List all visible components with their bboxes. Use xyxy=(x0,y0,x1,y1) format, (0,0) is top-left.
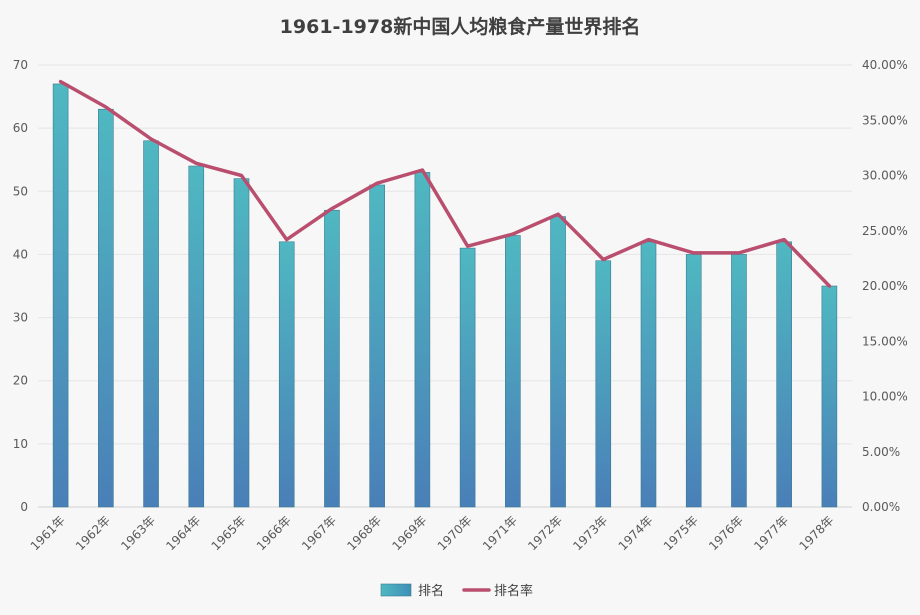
x-tick-label: 1975年 xyxy=(661,513,701,553)
bar xyxy=(505,235,521,508)
line-series xyxy=(58,79,832,288)
y-right-tick-label: 15.00% xyxy=(862,334,908,348)
x-tick-label: 1966年 xyxy=(254,513,294,553)
bar xyxy=(414,172,431,508)
chart-title: 1961-1978新中国人均粮食产量世界排名 xyxy=(280,15,641,38)
y-left-tick-label: 20 xyxy=(13,374,28,388)
series-line-rank-rate xyxy=(58,79,832,288)
x-tick-label: 1978年 xyxy=(797,513,837,553)
bar xyxy=(188,165,205,508)
y-right-tick-label: 20.00% xyxy=(862,279,908,293)
x-tick-label: 1967年 xyxy=(299,513,339,553)
bar xyxy=(550,216,566,508)
bar xyxy=(143,140,159,508)
bar xyxy=(233,178,250,508)
y-right-tick-label: 30.00% xyxy=(862,169,908,183)
bar xyxy=(52,83,69,508)
bar xyxy=(821,285,838,508)
bar xyxy=(640,241,657,508)
y-left-tick-label: 40 xyxy=(13,247,28,261)
y-left-tick-label: 60 xyxy=(13,121,28,135)
x-tick-label: 1972年 xyxy=(525,513,565,553)
bar xyxy=(685,254,702,508)
x-tick-label: 1977年 xyxy=(751,513,791,553)
legend-label-bar: 排名 xyxy=(418,583,444,599)
bar xyxy=(595,260,612,508)
y-left-tick-label: 10 xyxy=(13,437,28,451)
y-left-tick-label: 50 xyxy=(13,184,28,198)
x-tick-label: 1962年 xyxy=(73,513,113,553)
x-tick-label: 1973年 xyxy=(570,513,610,553)
y-right-tick-label: 5.00% xyxy=(862,445,900,459)
x-tick-label: 1964年 xyxy=(163,513,203,553)
x-tick-label: 1971年 xyxy=(480,513,520,553)
bar xyxy=(731,254,747,508)
x-tick-label: 1961年 xyxy=(28,513,68,553)
y-left-tick-label: 70 xyxy=(13,58,28,72)
bar xyxy=(278,241,295,508)
x-tick-label: 1970年 xyxy=(435,513,475,553)
legend-swatch-bar xyxy=(380,583,412,597)
y-axis-right: 0.00% 5.00% 10.00% 15.00% 20.00% 25.00% 30.00%… xyxy=(862,58,908,514)
y-right-tick-label: 25.00% xyxy=(862,224,908,238)
bar-series xyxy=(52,83,838,508)
bar xyxy=(98,108,114,508)
legend-label-line: 排名率 xyxy=(494,583,533,599)
x-tick-label: 1969年 xyxy=(390,513,430,553)
x-tick-label: 1968年 xyxy=(344,513,384,553)
grid-lines xyxy=(38,64,852,508)
x-tick-label: 1976年 xyxy=(706,513,746,553)
bar xyxy=(459,247,476,508)
legend: 排名 排名率 xyxy=(380,583,533,599)
x-tick-label: 1965年 xyxy=(209,513,249,553)
y-left-tick-label: 30 xyxy=(13,311,28,325)
y-right-tick-label: 35.00% xyxy=(862,113,908,127)
x-tick-label: 1974年 xyxy=(616,513,656,553)
bar xyxy=(369,184,385,508)
y-left-tick-label: 0 xyxy=(20,500,28,514)
x-axis: 1961年 1962年 1963年 1964年 1965年 1966年 1967年 1968年… xyxy=(28,513,837,553)
y-axis-left: 0 10 20 30 40 50 60 70 xyxy=(13,58,28,514)
bar xyxy=(324,209,340,508)
bar xyxy=(776,241,792,508)
y-right-tick-label: 0.00% xyxy=(862,500,900,514)
y-right-tick-label: 40.00% xyxy=(862,58,908,72)
x-tick-label: 1963年 xyxy=(118,513,158,553)
y-right-tick-label: 10.00% xyxy=(862,390,908,404)
